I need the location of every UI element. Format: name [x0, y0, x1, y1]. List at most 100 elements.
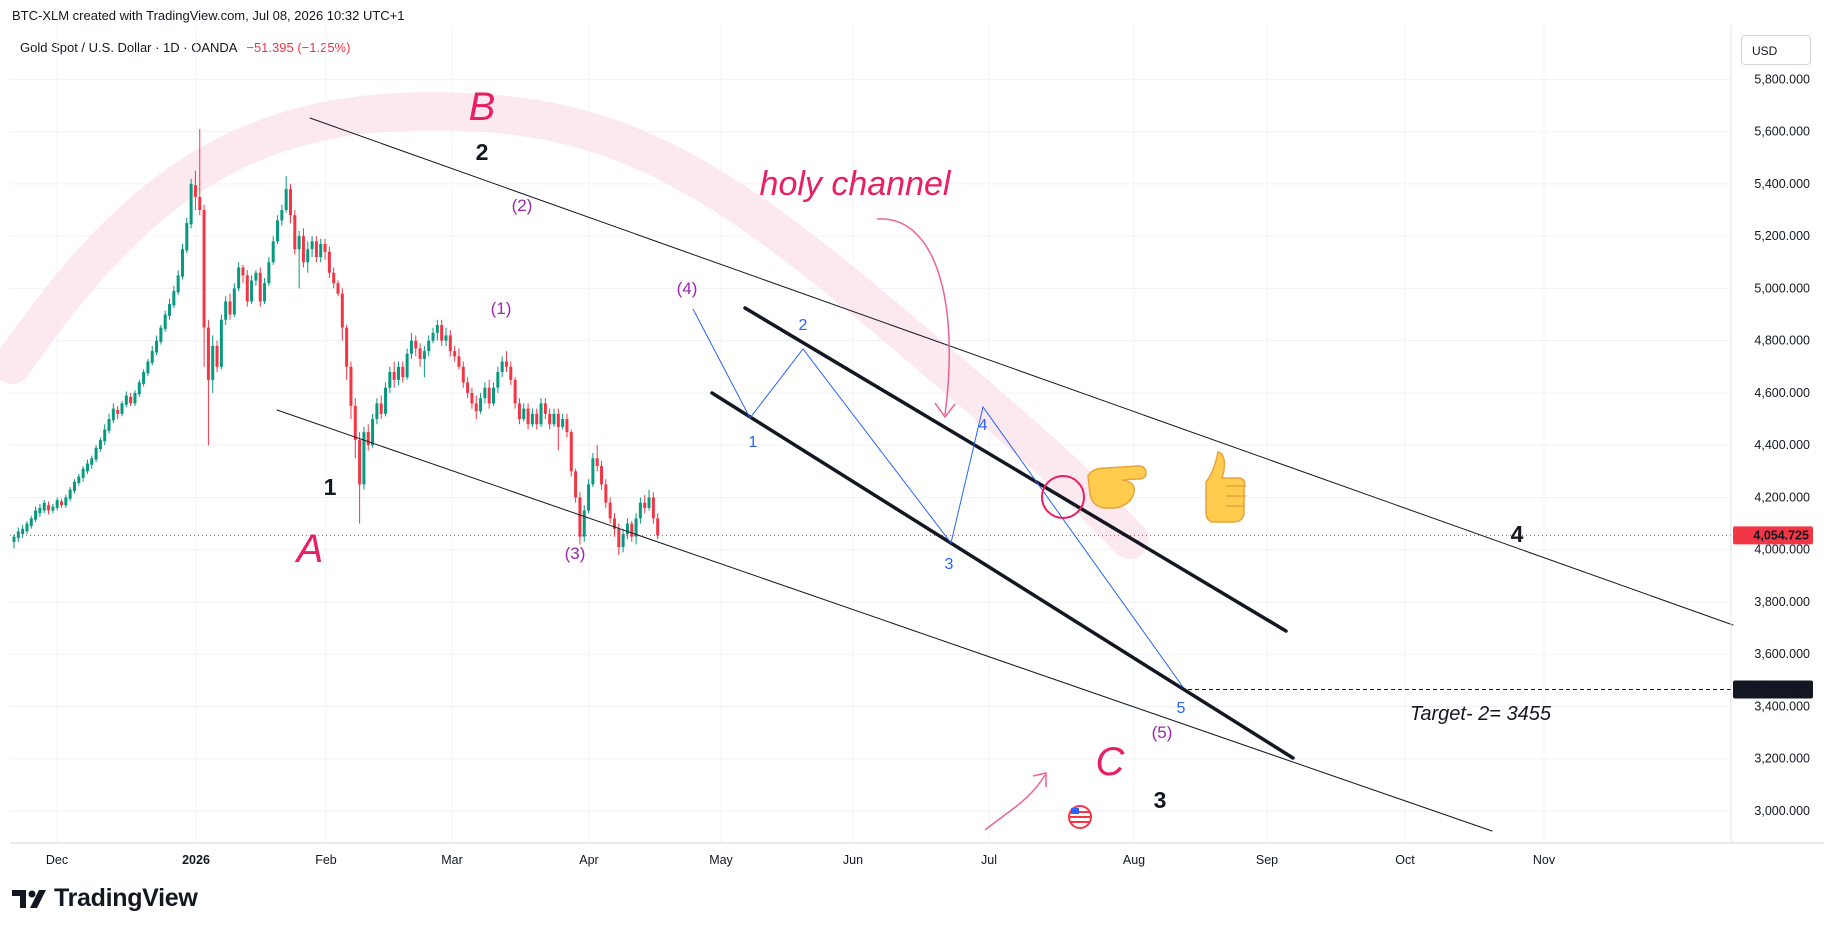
candle — [133, 390, 137, 406]
candle-body — [180, 249, 184, 277]
candle-body — [198, 196, 202, 211]
candle — [332, 267, 336, 289]
candle — [371, 413, 375, 448]
candle — [479, 392, 483, 414]
x-tick-label: Nov — [1533, 853, 1556, 867]
candle-body — [396, 366, 400, 380]
candle-body — [77, 476, 81, 484]
outer-channel-upper — [309, 117, 1734, 626]
candle — [85, 459, 89, 474]
y-tick-label: 5,400.000 — [1754, 177, 1810, 191]
candle — [561, 413, 565, 430]
blue-count-5: 5 — [1177, 700, 1186, 717]
candle — [250, 275, 254, 305]
candle-body — [245, 275, 249, 302]
candle — [349, 361, 353, 420]
candle — [453, 345, 457, 362]
candle — [280, 204, 284, 226]
candle — [409, 332, 413, 359]
candle — [556, 408, 560, 451]
inner-channel-lower — [710, 391, 1295, 760]
candle-body — [535, 413, 539, 425]
candle — [68, 486, 72, 502]
candle — [591, 453, 595, 487]
candle-body — [401, 366, 405, 378]
candle — [358, 432, 362, 524]
candle-body — [288, 189, 292, 216]
candle-body — [185, 223, 189, 251]
last-price-label: 4,054.725 — [1753, 528, 1809, 542]
thumbs-up-icon — [1205, 451, 1246, 523]
y-tick-label: 5,800.000 — [1754, 72, 1810, 86]
candle — [630, 520, 634, 542]
candle — [116, 405, 120, 420]
target-price-label: 3,464.809 — [1753, 683, 1809, 697]
candle-body — [34, 510, 38, 520]
candle-body — [137, 382, 141, 395]
candle — [595, 445, 599, 472]
last-price-tag: 4,054.725 — [1733, 526, 1813, 545]
candle — [310, 236, 314, 258]
candle — [435, 319, 439, 341]
candle-body — [163, 314, 167, 329]
candle — [517, 398, 521, 425]
candle-body — [297, 236, 301, 250]
candle — [228, 293, 232, 320]
candle — [530, 408, 534, 427]
candle — [90, 455, 94, 469]
candle-body — [496, 372, 500, 388]
candle-body — [142, 372, 146, 384]
candle-body — [146, 361, 150, 374]
x-tick-label: Oct — [1395, 853, 1415, 867]
candle-body — [621, 534, 625, 548]
candle — [142, 369, 146, 387]
candle-body — [517, 403, 521, 420]
x-tick-label: Jun — [843, 853, 863, 867]
candle — [569, 429, 573, 477]
candle-body — [111, 408, 115, 421]
candle-body — [51, 506, 55, 511]
candle-body — [336, 283, 340, 294]
candle — [487, 379, 491, 409]
candle-body — [487, 387, 491, 404]
candle — [535, 408, 539, 430]
candle — [155, 335, 159, 356]
currency-button[interactable]: USD — [1741, 35, 1811, 65]
candle — [379, 395, 383, 420]
candle-body — [42, 502, 46, 511]
candle-body — [422, 351, 426, 359]
candle — [647, 489, 651, 511]
candle-body — [129, 396, 133, 404]
candle-body — [483, 387, 487, 399]
candle — [176, 270, 180, 295]
candle — [504, 351, 508, 373]
candle — [392, 361, 396, 388]
candle — [198, 129, 202, 216]
candle-body — [375, 403, 379, 420]
candle — [621, 528, 625, 553]
holy-channel-note: holy channel — [760, 165, 952, 203]
candle — [582, 505, 586, 542]
candle-body — [241, 267, 245, 276]
x-tick-label: Jul — [981, 853, 997, 867]
primary-count-3: 3 — [1154, 787, 1167, 813]
candle-body — [72, 481, 76, 491]
candle — [496, 366, 500, 393]
candle — [388, 366, 392, 393]
blue-count-1: 1 — [749, 434, 758, 451]
candle — [293, 210, 297, 255]
y-tick-label: 4,000.000 — [1754, 543, 1810, 557]
candle-body — [358, 439, 362, 485]
candle-body — [595, 458, 599, 467]
candle-body — [319, 243, 323, 258]
candle — [168, 298, 172, 320]
candle — [643, 494, 647, 514]
candle — [612, 513, 616, 537]
candle — [284, 176, 288, 213]
candle — [245, 270, 249, 307]
candle-body — [107, 419, 111, 431]
candle-body — [530, 413, 534, 425]
candle — [500, 356, 504, 378]
candle-body — [435, 324, 439, 333]
